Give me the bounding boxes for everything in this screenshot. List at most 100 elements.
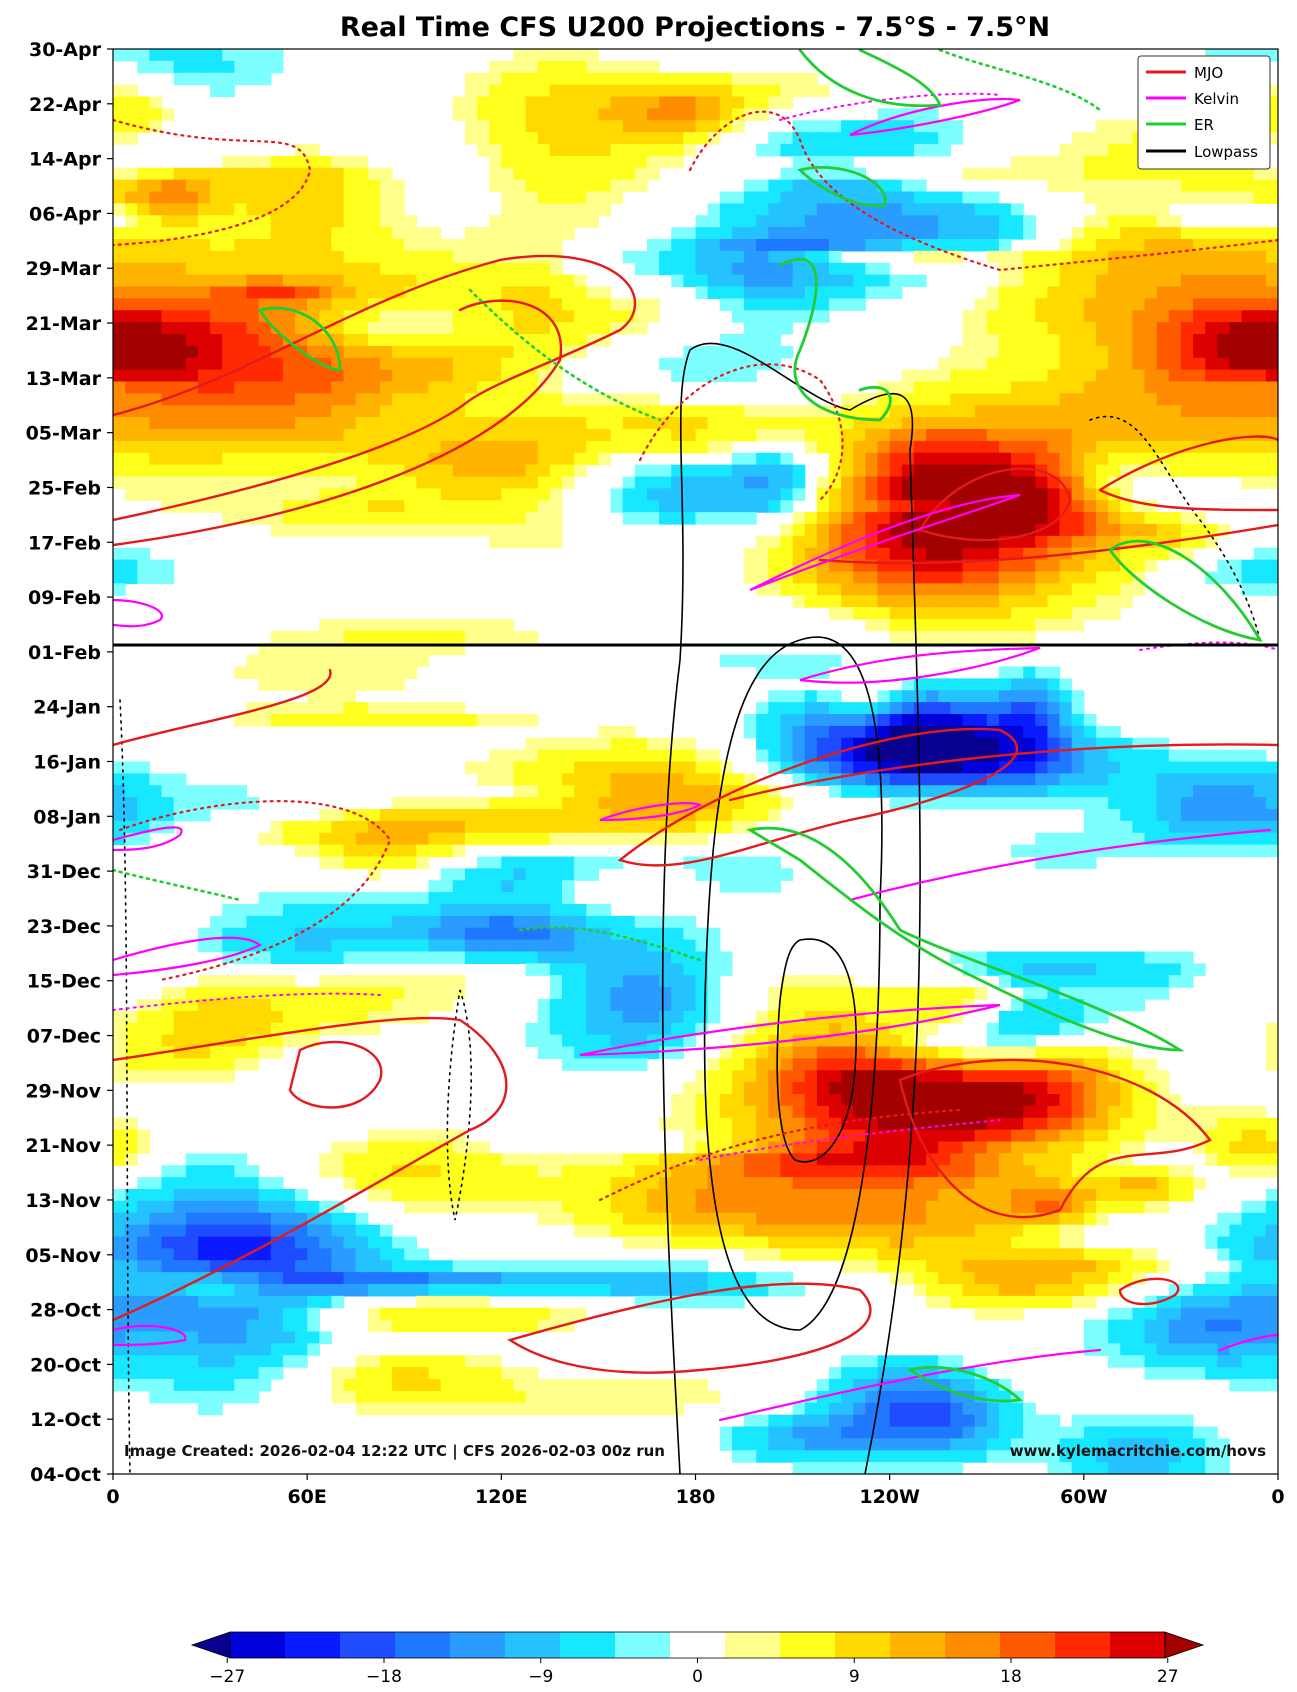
anomaly-cell	[950, 1046, 964, 1059]
anomaly-cell	[501, 227, 515, 240]
anomaly-cell	[828, 1046, 842, 1059]
anomaly-cell	[501, 535, 515, 549]
anomaly-cell	[926, 714, 939, 727]
anomaly-cell	[1011, 678, 1024, 691]
anomaly-cell	[489, 524, 502, 537]
anomaly-cell	[113, 1022, 126, 1036]
anomaly-cell	[477, 915, 490, 929]
anomaly-cell	[270, 892, 284, 905]
anomaly-cell	[780, 179, 794, 193]
anomaly-cell	[222, 262, 235, 276]
anomaly-cell	[464, 405, 478, 418]
anomaly-cell	[731, 452, 745, 466]
anomaly-cell	[1011, 1046, 1024, 1059]
anomaly-cell	[780, 310, 794, 323]
anomaly-cell	[1241, 820, 1255, 834]
anomaly-cell	[562, 405, 575, 418]
anomaly-cell	[610, 500, 624, 513]
anomaly-cell	[137, 298, 151, 311]
anomaly-cell	[464, 96, 478, 109]
anomaly-cell	[1071, 702, 1085, 715]
anomaly-cell	[695, 84, 709, 98]
anomaly-cell	[780, 239, 794, 252]
anomaly-cell	[707, 476, 721, 489]
anomaly-cell	[464, 619, 478, 632]
anomaly-cell	[440, 262, 454, 276]
anomaly-cell	[804, 227, 818, 240]
anomaly-cell	[659, 1046, 672, 1059]
anomaly-cell	[683, 72, 697, 86]
anomaly-cell	[149, 1058, 163, 1071]
anomaly-cell	[1095, 357, 1109, 371]
anomaly-cell	[1059, 440, 1073, 454]
anomaly-cell	[574, 334, 587, 347]
anomaly-cell	[270, 654, 284, 668]
anomaly-cell	[938, 773, 951, 786]
anomaly-cell	[622, 132, 636, 145]
anomaly-cell	[1229, 298, 1243, 311]
anomaly-cell	[598, 1010, 612, 1024]
anomaly-cell	[865, 144, 879, 157]
anomaly-cell	[379, 892, 393, 905]
anomaly-cell	[1059, 286, 1073, 299]
anomaly-cell	[525, 963, 539, 976]
anomaly-cell	[695, 120, 709, 133]
anomaly-cell	[173, 488, 187, 501]
anomaly-cell	[125, 440, 138, 454]
anomaly-cell	[986, 725, 1000, 739]
anomaly-cell	[1120, 975, 1133, 988]
anomaly-cell	[1059, 714, 1073, 727]
anomaly-cell	[428, 298, 442, 311]
anomaly-cell	[428, 524, 442, 537]
anomaly-cell	[343, 464, 357, 478]
anomaly-cell	[671, 915, 684, 929]
anomaly-cell	[1023, 963, 1036, 976]
anomaly-cell	[1229, 191, 1243, 204]
anomaly-cell	[537, 144, 551, 157]
anomaly-cell	[1265, 476, 1278, 489]
anomaly-cell	[1011, 797, 1024, 810]
anomaly-cell	[416, 476, 430, 489]
anomaly-cell	[877, 773, 891, 786]
anomaly-cell	[1047, 951, 1061, 964]
anomaly-cell	[1132, 524, 1146, 537]
anomaly-cell	[234, 239, 248, 252]
anomaly-cell	[440, 393, 454, 406]
anomaly-cell	[343, 975, 357, 988]
anomaly-cell	[319, 227, 333, 240]
anomaly-cell	[549, 987, 563, 1000]
anomaly-cell	[731, 310, 745, 323]
anomaly-cell	[537, 155, 551, 169]
anomaly-cell	[768, 987, 782, 1000]
anomaly-cell	[974, 334, 988, 347]
anomaly-cell	[513, 334, 527, 347]
anomaly-cell	[768, 452, 782, 466]
anomaly-cell	[489, 274, 502, 288]
anomaly-cell	[161, 167, 175, 181]
anomaly-cell	[307, 167, 320, 181]
anomaly-cell	[1144, 191, 1158, 204]
anomaly-cell	[926, 595, 939, 608]
anomaly-cell	[1108, 405, 1121, 418]
anomaly-cell	[173, 987, 187, 1000]
anomaly-cell	[780, 274, 794, 288]
anomaly-cell	[659, 405, 672, 418]
anomaly-cell	[331, 227, 345, 240]
anomaly-cell	[841, 215, 854, 228]
anomaly-cell	[1011, 322, 1024, 335]
anomaly-cell	[222, 310, 235, 323]
anomaly-cell	[404, 999, 417, 1012]
anomaly-cell	[1217, 464, 1231, 478]
anomaly-cell	[537, 761, 551, 774]
anomaly-cell	[197, 334, 211, 347]
anomaly-cell	[246, 155, 260, 169]
anomaly-cell	[125, 1058, 138, 1071]
anomaly-cell	[222, 49, 235, 62]
anomaly-cell	[549, 464, 563, 478]
anomaly-cell	[828, 227, 842, 240]
anomaly-cell	[343, 417, 357, 430]
anomaly-cell	[161, 999, 175, 1012]
anomaly-cell	[744, 429, 757, 442]
anomaly-cell	[319, 820, 333, 834]
anomaly-cell	[1229, 227, 1243, 240]
